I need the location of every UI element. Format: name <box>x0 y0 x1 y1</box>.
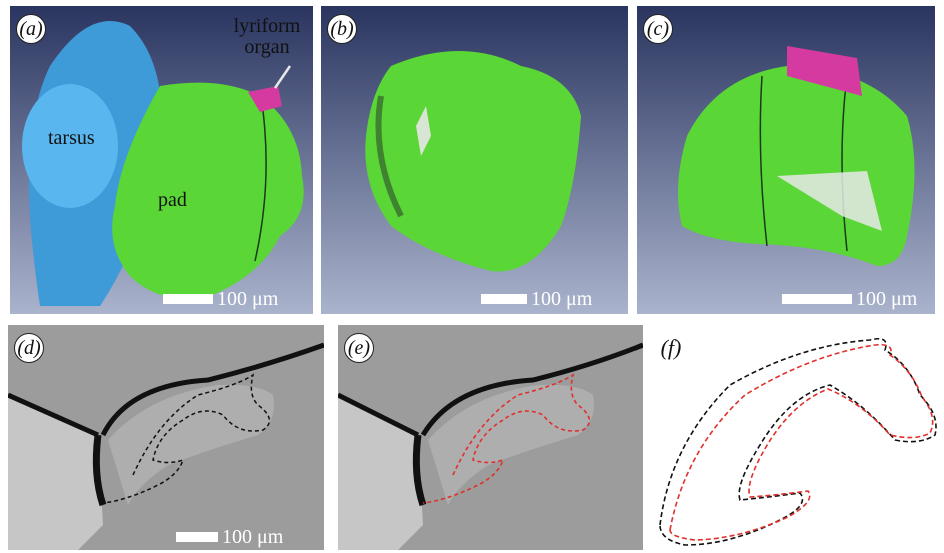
panel-c-label: (c) <box>643 14 673 44</box>
outline-red-f <box>669 343 934 541</box>
panel-f-outlines <box>650 325 944 550</box>
panel-f-label: (f) <box>660 335 682 360</box>
scale-bar-a-bar <box>163 294 213 304</box>
panel-a-render <box>10 6 313 314</box>
lyriform-organ-shape <box>248 86 282 112</box>
panel-b-render <box>321 6 628 314</box>
scale-bar-c-bar <box>782 294 852 304</box>
panel-b-label: (b) <box>327 14 357 44</box>
pad-shape <box>112 82 304 299</box>
outline-black-d <box>102 373 271 504</box>
outline-black-f <box>659 337 937 546</box>
tarsus-label: tarsus <box>48 127 95 149</box>
panel-c: (c) 100 μm <box>637 6 935 314</box>
pad-shape-b <box>365 51 581 272</box>
pad-label: pad <box>158 189 187 211</box>
scale-bar-d-bar <box>176 532 218 542</box>
lyriform-organ-shape-c <box>787 46 862 96</box>
scale-bar-d: 100 μm <box>176 527 283 547</box>
scale-bar-c: 100 μm <box>782 289 917 309</box>
panel-c-render <box>637 6 935 314</box>
panel-f: (f) <box>650 325 944 550</box>
panel-e-ct-slice <box>338 325 643 550</box>
panel-a: (a) lyriform organ tarsus pad 100 μm <box>10 6 313 314</box>
tarsus-section <box>22 84 118 208</box>
scale-bar-b-text: 100 μm <box>531 288 593 310</box>
panel-b: (b) 100 μm <box>321 6 628 314</box>
scale-bar-a: 100 μm <box>163 289 278 309</box>
outline-red-e <box>422 373 591 504</box>
scale-bar-b: 100 μm <box>481 289 592 309</box>
scale-bar-b-bar <box>481 294 527 304</box>
panel-d-ct-slice <box>8 325 324 550</box>
scale-bar-c-text: 100 μm <box>856 288 918 310</box>
panel-d-label: (d) <box>14 333 44 363</box>
panel-a-label: (a) <box>16 14 46 44</box>
panel-e-label: (e) <box>344 333 374 363</box>
panel-e: (e) <box>338 325 643 550</box>
panel-d: (d) 100 μm <box>8 325 324 550</box>
scale-bar-a-text: 100 μm <box>217 288 279 310</box>
lyriform-organ-label: lyriform organ <box>233 15 301 58</box>
scale-bar-d-text: 100 μm <box>222 526 284 548</box>
